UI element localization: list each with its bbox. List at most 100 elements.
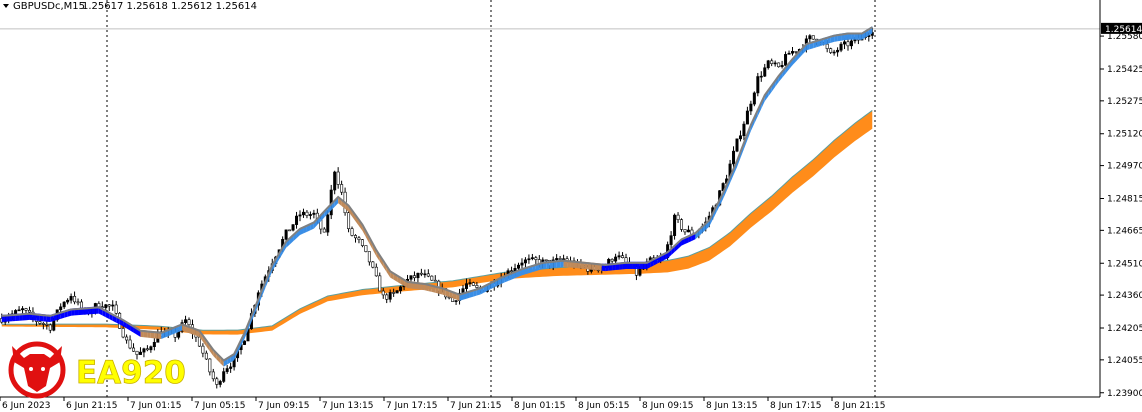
candle <box>555 254 559 261</box>
candle <box>222 367 226 383</box>
candle <box>295 211 299 229</box>
candle-body <box>336 171 340 185</box>
candle-body <box>426 273 430 277</box>
candle-body <box>392 292 396 294</box>
candle-body <box>423 273 427 276</box>
candle-body <box>839 43 843 51</box>
candle-body <box>468 282 472 284</box>
candle <box>673 213 677 240</box>
candle-body <box>530 257 534 260</box>
x-tick-label: 8 Jun 01:15 <box>514 401 565 411</box>
candle <box>468 278 472 287</box>
slow-ma-ribbon <box>1 110 873 335</box>
candle <box>749 100 753 115</box>
candle <box>135 350 139 360</box>
candle-body <box>777 62 781 68</box>
candle <box>350 226 354 237</box>
candle-body <box>558 258 562 260</box>
candle <box>392 288 396 297</box>
candle-body <box>766 60 770 69</box>
candle-body <box>471 282 475 286</box>
candle-body <box>322 228 326 233</box>
y-axis: 1.25580 1.25425 1.25275 1.25120 1.24970 1.248… <box>1100 32 1142 399</box>
candle <box>836 47 840 57</box>
candle <box>371 260 375 269</box>
candle <box>759 71 763 82</box>
candle <box>399 285 403 294</box>
candle-body <box>291 224 295 231</box>
candle <box>621 252 625 259</box>
candle-body <box>125 336 129 341</box>
candle-body <box>419 272 423 275</box>
candle <box>301 208 305 218</box>
candle <box>426 269 430 278</box>
candle-body <box>295 215 299 225</box>
chart-header: GBPUSDc,M15 1.25617 1.25618 1.25612 1.25… <box>3 1 257 12</box>
candle-body <box>454 300 458 302</box>
x-tick-label: 8 Jun 09:15 <box>642 401 693 411</box>
candle <box>680 218 684 232</box>
candle-body <box>745 110 749 125</box>
candle <box>138 347 142 355</box>
x-tick-label: 7 Jun 13:15 <box>322 401 373 411</box>
candle <box>308 211 312 220</box>
candle-body <box>829 48 833 53</box>
candle <box>184 315 188 325</box>
candle-body <box>808 35 812 40</box>
candle <box>291 224 295 232</box>
candle-body <box>24 308 28 311</box>
candle <box>104 303 108 311</box>
candle-body <box>38 321 42 324</box>
candle-body <box>152 341 156 347</box>
y-tick-label: 1.24970 <box>1107 162 1142 172</box>
candle-body <box>669 235 673 245</box>
candle-body <box>48 324 52 331</box>
x-tick-label: 8 Jun 21:15 <box>834 401 885 411</box>
candle-body <box>638 268 642 276</box>
candle-body <box>749 103 753 112</box>
candle <box>204 350 208 361</box>
candle-body <box>14 310 18 315</box>
candle-body <box>510 270 514 272</box>
candle-body <box>41 323 45 325</box>
candle-body <box>364 245 368 252</box>
candle-body <box>732 150 736 165</box>
watermark: EA920 <box>8 341 186 399</box>
candle-body <box>832 51 836 54</box>
y-tick-label: 1.25120 <box>1107 130 1142 140</box>
candle-body <box>756 76 760 94</box>
fast-ma-line <box>1 26 873 362</box>
candle-body <box>308 214 312 216</box>
candle <box>784 51 788 67</box>
dropdown-triangle-icon[interactable] <box>3 4 9 8</box>
candle-body <box>738 135 742 140</box>
candle <box>326 210 330 236</box>
candle-body <box>378 275 382 292</box>
x-tick-label: 8 Jun 05:15 <box>578 401 629 411</box>
candle <box>464 278 468 293</box>
candle <box>416 272 420 283</box>
candle <box>48 323 52 334</box>
candle <box>676 212 680 223</box>
candle-body <box>475 285 479 288</box>
candle <box>128 335 132 350</box>
candle-body <box>534 257 538 260</box>
candle <box>395 290 399 294</box>
candle <box>683 229 687 235</box>
current-price-tag: 1.25614 <box>1101 22 1142 35</box>
candle <box>544 259 548 262</box>
bull-head-icon <box>8 341 66 399</box>
x-tick-label: 7 Jun 05:15 <box>194 401 245 411</box>
candle-body <box>371 261 375 268</box>
candle-body <box>353 235 357 239</box>
candle <box>811 35 815 40</box>
candle-body <box>218 381 222 385</box>
candle-body <box>66 299 70 303</box>
candle-body <box>222 371 226 382</box>
candle <box>780 60 784 69</box>
candle <box>839 41 843 53</box>
candle-body <box>846 41 850 47</box>
y-tick-label: 1.24055 <box>1107 356 1142 366</box>
candle <box>312 209 316 219</box>
